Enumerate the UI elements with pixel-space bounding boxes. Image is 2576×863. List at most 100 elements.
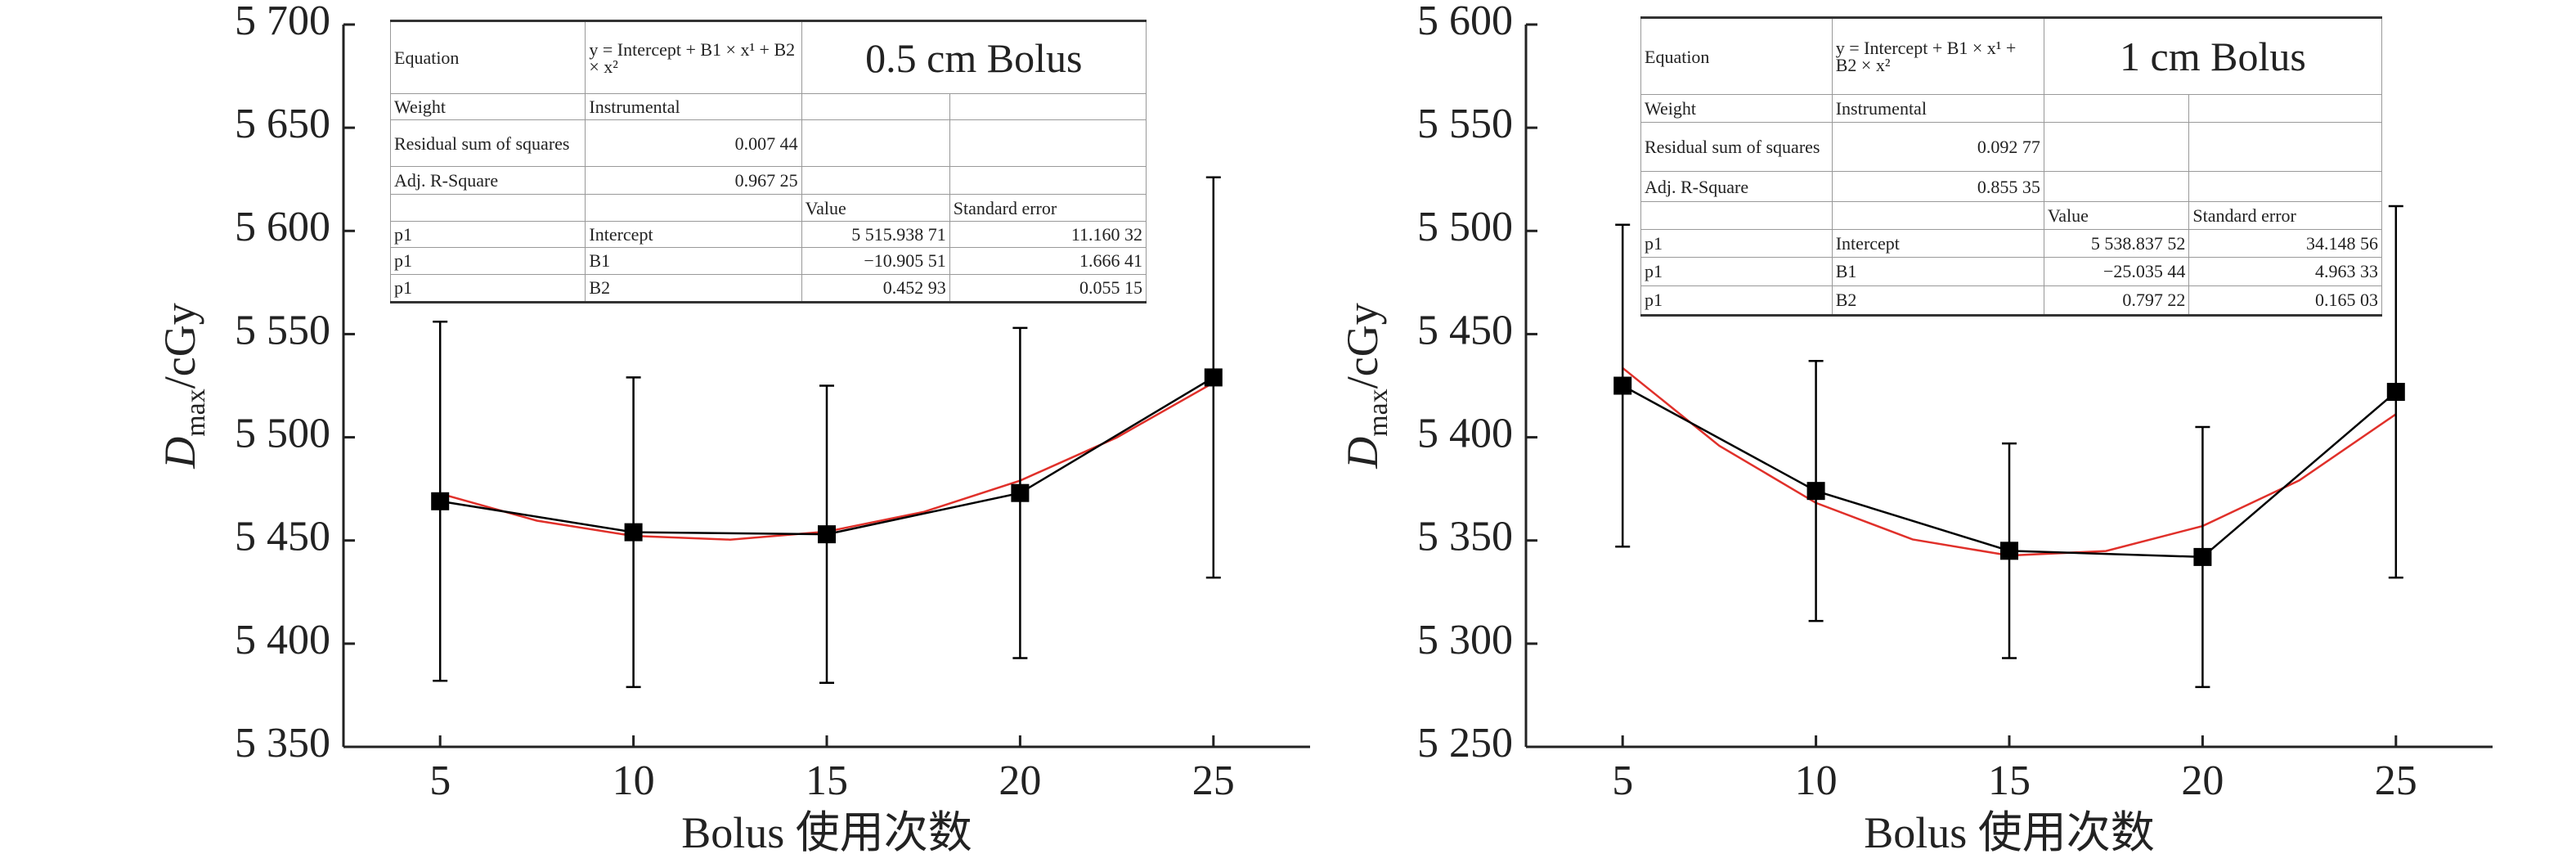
y-label-symbol: D bbox=[1338, 437, 1387, 470]
table-row: Adj. R-Square 0.855 35 bbox=[1640, 171, 2382, 202]
table-cell: Adj. R-Square bbox=[389, 166, 586, 196]
table-cell: p1 bbox=[1640, 229, 1833, 258]
table-row: p1 B2 0.797 22 0.165 03 bbox=[1640, 285, 2382, 316]
table-cell bbox=[2043, 122, 2190, 173]
x-tick-label: 5 bbox=[429, 757, 451, 804]
y-axis-label: Dmax/cGy bbox=[155, 303, 211, 470]
table-cell: Adj. R-Square bbox=[1640, 171, 1833, 202]
chart: 5 250 5 300 5 350 5 400 5 450 5 500 5 550 5 600… bbox=[1338, 0, 2493, 857]
table-cell bbox=[2188, 171, 2382, 202]
y-tick-label: 5 450 bbox=[1417, 307, 1513, 353]
table-cell bbox=[2188, 122, 2382, 173]
table-cell: B1 bbox=[585, 247, 802, 275]
table-cell: Value bbox=[2043, 200, 2190, 231]
point bbox=[624, 523, 643, 542]
y-tick-label: 5 250 bbox=[1417, 720, 1513, 766]
table-cell: 0.007 44 bbox=[585, 119, 802, 168]
y-label-symbol: D bbox=[155, 437, 204, 470]
x-axis-label: Bolus 使用次数 bbox=[1864, 808, 2155, 857]
point bbox=[1806, 482, 1825, 501]
table-row: Value Standard error bbox=[389, 194, 1147, 222]
table-cell: y = Intercept + B1 × x¹ + B2 × x² bbox=[1831, 16, 2044, 96]
point bbox=[431, 492, 450, 510]
y-label-subscript: max bbox=[1363, 389, 1393, 437]
table-cell: p1 bbox=[1640, 257, 1833, 286]
point bbox=[818, 525, 836, 544]
x-tick-label: 20 bbox=[2181, 757, 2224, 804]
point bbox=[2000, 542, 2018, 560]
y-tick-label: 5 600 bbox=[1417, 0, 1513, 44]
table-cell: y = Intercept + B1 × x¹ + B2 × x² bbox=[585, 20, 802, 95]
table-cell: Standard error bbox=[949, 194, 1147, 222]
chart: 5 350 5 400 5 450 5 500 5 550 5 600 5 650 5 700… bbox=[155, 0, 1310, 857]
table-cell bbox=[949, 119, 1147, 168]
table-cell: 0.797 22 bbox=[2043, 285, 2190, 316]
table-cell: p1 bbox=[389, 273, 586, 303]
y-label-subscript: max bbox=[181, 389, 211, 437]
table-cell: p1 bbox=[389, 220, 586, 249]
x-tick-label: 15 bbox=[1988, 757, 2031, 804]
point bbox=[2193, 547, 2212, 566]
table-cell: Standard error bbox=[2188, 200, 2382, 231]
x-tick-label: 20 bbox=[999, 757, 1041, 804]
table-cell bbox=[389, 194, 586, 222]
point bbox=[1011, 483, 1030, 502]
table-row: Weight Instrumental bbox=[389, 93, 1147, 121]
table-cell: 0.092 77 bbox=[1831, 122, 2044, 173]
y-tick-label: 5 400 bbox=[235, 617, 330, 663]
y-tick-label: 5 650 bbox=[235, 101, 330, 147]
y-tick-label: 5 300 bbox=[1417, 617, 1513, 663]
table-cell: B1 bbox=[1831, 257, 2044, 286]
table-cell: 0.055 15 bbox=[949, 273, 1147, 303]
table-row: p1 B2 0.452 93 0.055 15 bbox=[389, 273, 1147, 303]
table-cell bbox=[949, 166, 1147, 196]
table-row: Equation y = Intercept + B1 × x¹ + B2 × x… bbox=[1640, 16, 2383, 96]
y-tick-label: 5 400 bbox=[1417, 411, 1513, 457]
table-cell: Residual sum of squares bbox=[1640, 122, 1833, 173]
table: Equation y = Intercept + B1 × x¹ + B2 × x… bbox=[1640, 16, 2383, 317]
y-label-unit: /cGy bbox=[155, 303, 204, 389]
x-tick-label: 25 bbox=[2375, 757, 2417, 804]
table: Equation y = Intercept + B1 × x¹ + B2 × x… bbox=[389, 20, 1147, 303]
table-cell: Instrumental bbox=[1831, 94, 2044, 124]
y-tick-label: 5 550 bbox=[1417, 101, 1513, 147]
table-cell: Residual sum of squares bbox=[389, 119, 586, 168]
table-cell: Equation bbox=[1640, 16, 1833, 96]
fit-table: Equation y = Intercept + B1 × x¹ + B2 × x… bbox=[389, 20, 1147, 303]
table-cell bbox=[949, 93, 1147, 121]
table-cell bbox=[801, 93, 950, 121]
table-cell bbox=[801, 119, 950, 168]
table-cell: Weight bbox=[389, 93, 586, 121]
table-cell bbox=[2188, 94, 2382, 124]
table-cell: Equation bbox=[389, 20, 586, 95]
y-tick-label: 5 550 bbox=[235, 307, 330, 353]
fit-table: Equation y = Intercept + B1 × x¹ + B2 × x… bbox=[1640, 16, 2383, 317]
table-cell: 34.148 56 bbox=[2188, 229, 2382, 258]
table-cell: Instrumental bbox=[585, 93, 802, 121]
table-cell bbox=[1831, 200, 2044, 231]
table-cell bbox=[801, 166, 950, 196]
table-cell: p1 bbox=[1640, 285, 1833, 316]
table-cell: −10.905 51 bbox=[801, 247, 950, 275]
x-tick-label: 15 bbox=[806, 757, 848, 804]
table-cell: 4.963 33 bbox=[2188, 257, 2382, 286]
table-row: Weight Instrumental bbox=[1640, 94, 2382, 124]
table-cell: Weight bbox=[1640, 94, 1833, 124]
table-cell bbox=[585, 194, 802, 222]
y-axis-label: Dmax/cGy bbox=[1338, 303, 1393, 470]
table-cell: 5 515.938 71 bbox=[801, 220, 950, 249]
table-row: p1 Intercept 5 515.938 71 11.160 32 bbox=[389, 220, 1147, 249]
table-row: Value Standard error bbox=[1640, 200, 2382, 231]
table-cell: 0.165 03 bbox=[2188, 285, 2382, 316]
table-row: p1 B1 −25.035 44 4.963 33 bbox=[1640, 257, 2382, 286]
x-tick-label: 10 bbox=[613, 757, 655, 804]
table-cell: 0.5 cm Bolus bbox=[801, 20, 1147, 95]
y-tick-label: 5 500 bbox=[235, 411, 330, 457]
y-label-unit: /cGy bbox=[1338, 303, 1387, 389]
table-cell: 0.855 35 bbox=[1831, 171, 2044, 202]
y-tick-label: 5 350 bbox=[235, 720, 330, 766]
table-cell: 1 cm Bolus bbox=[2043, 16, 2383, 96]
table-cell: −25.035 44 bbox=[2043, 257, 2190, 286]
